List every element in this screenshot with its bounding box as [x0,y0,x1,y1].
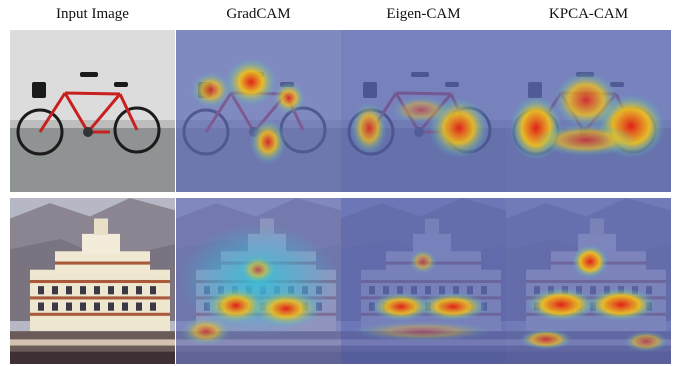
bicycle-gradcam-heatmap [176,30,341,192]
building-photo [10,198,175,364]
panel-building-input-image [10,198,175,364]
panel-bicycle-eigencam [341,30,506,192]
column-header-gradcam: GradCAM [226,6,291,22]
panel-bicycle-gradcam [176,30,341,192]
column-header-input-image: Input Image [56,6,129,22]
bicycle-kpcacam-heatmap [506,30,671,192]
bicycle-photo [10,30,175,192]
panel-building-gradcam [176,198,341,364]
building-eigencam-heatmap [341,198,506,364]
bicycle-eigencam-heatmap [341,30,506,192]
panel-building-eigencam [341,198,506,364]
panel-building-kpcacam [506,198,671,364]
panel-bicycle-kpcacam [506,30,671,192]
building-gradcam-heatmap [176,198,341,364]
building-kpcacam-heatmap [506,198,671,364]
panel-bicycle-input-image [10,30,175,192]
column-header-eigencam: Eigen-CAM [386,6,461,22]
column-header-kpcacam: KPCA-CAM [548,6,629,22]
